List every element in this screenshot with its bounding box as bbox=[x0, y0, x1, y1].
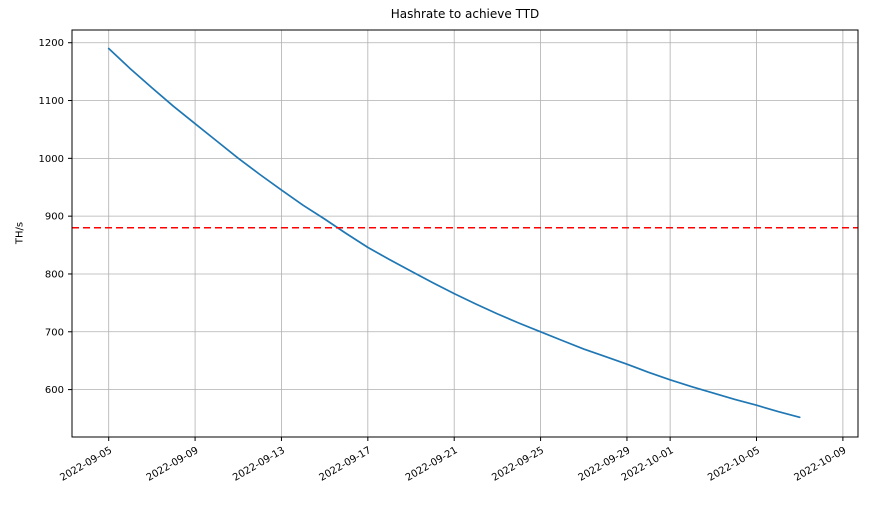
x-tick-label: 2022-09-13 bbox=[231, 445, 287, 484]
x-tick-label: 2022-09-05 bbox=[58, 445, 114, 484]
x-tick-label: 2022-10-09 bbox=[793, 445, 849, 484]
y-tick-label: 1200 bbox=[39, 38, 64, 49]
chart-title: Hashrate to achieve TTD bbox=[390, 7, 540, 21]
x-tick-label: 2022-09-25 bbox=[490, 445, 546, 484]
axes-spines bbox=[71, 29, 859, 438]
x-tick-label: 2022-09-09 bbox=[145, 445, 201, 484]
x-tick-label: 2022-10-05 bbox=[706, 445, 762, 484]
y-tick-label: 900 bbox=[45, 212, 64, 223]
y-tick-label: 1100 bbox=[39, 96, 64, 107]
y-tick-label: 700 bbox=[45, 327, 64, 338]
y-tick-label: 1000 bbox=[39, 154, 64, 165]
x-tick-label: 2022-09-21 bbox=[404, 445, 460, 484]
required-hashrate-line bbox=[107, 47, 801, 419]
y-tick-label: 600 bbox=[45, 385, 64, 396]
y-tick-label: 800 bbox=[45, 269, 64, 280]
x-tick-label: 2022-09-17 bbox=[317, 445, 373, 484]
